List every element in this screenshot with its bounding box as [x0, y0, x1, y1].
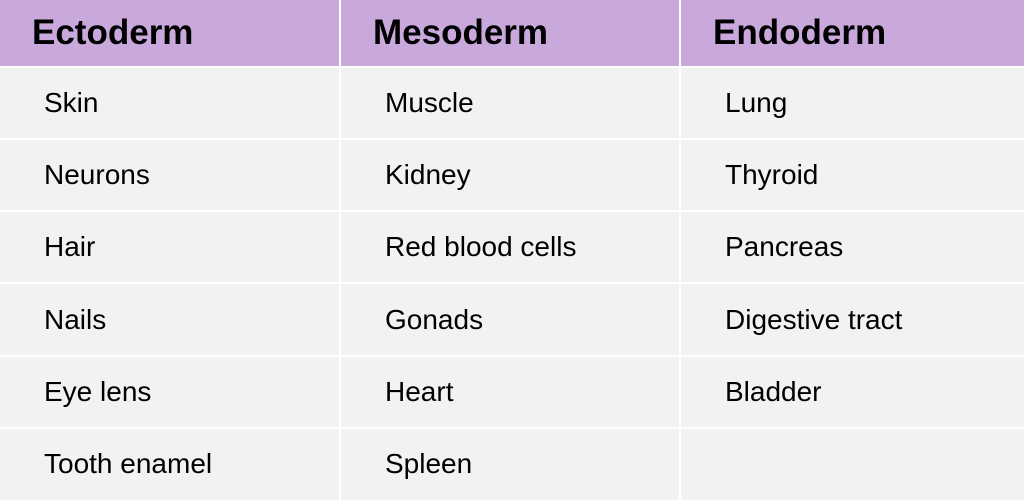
table-cell: Muscle [340, 67, 681, 141]
table-cell: Gonads [340, 283, 681, 357]
table-cell: Digestive tract [680, 283, 1024, 357]
table-cell: Skin [0, 67, 341, 141]
header-row: Ectoderm Mesoderm Endoderm [0, 0, 1024, 68]
header-ectoderm: Ectoderm [0, 0, 341, 68]
table-cell: Red blood cells [340, 211, 681, 285]
header-endoderm: Endoderm [680, 0, 1024, 68]
table-cell: Bladder [680, 355, 1024, 429]
table-cell: Neurons [0, 139, 341, 213]
table-cell: Nails [0, 283, 341, 357]
table-body: Skin Muscle Lung Neurons Kidney Thyroid … [0, 67, 1024, 500]
table-cell: Eye lens [0, 355, 341, 429]
table-row: Nails Gonads Digestive tract [0, 283, 1024, 357]
header-mesoderm: Mesoderm [340, 0, 681, 68]
table-cell: Lung [680, 67, 1024, 141]
table-row: Hair Red blood cells Pancreas [0, 211, 1024, 285]
table-header: Ectoderm Mesoderm Endoderm [0, 0, 1024, 68]
table-cell-empty [680, 427, 1024, 500]
table-row: Eye lens Heart Bladder [0, 355, 1024, 429]
table-row: Tooth enamel Spleen [0, 427, 1024, 500]
table-cell: Spleen [340, 427, 681, 500]
table-cell: Tooth enamel [0, 427, 341, 500]
table-cell: Hair [0, 211, 341, 285]
table-cell: Heart [340, 355, 681, 429]
table-cell: Thyroid [680, 139, 1024, 213]
table-row: Neurons Kidney Thyroid [0, 139, 1024, 213]
table-row: Skin Muscle Lung [0, 67, 1024, 141]
table-cell: Pancreas [680, 211, 1024, 285]
table-cell: Kidney [340, 139, 681, 213]
